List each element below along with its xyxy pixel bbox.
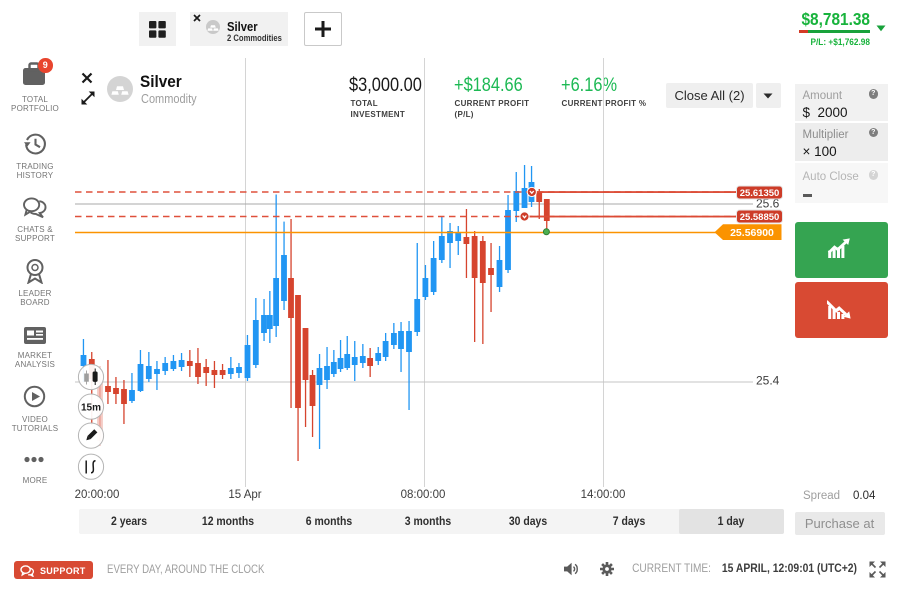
svg-text:15m: 15m	[81, 402, 101, 413]
svg-text:25.58850: 25.58850	[740, 212, 780, 223]
svg-text:25.4: 25.4	[756, 374, 780, 388]
svg-text:25.6: 25.6	[756, 197, 780, 211]
svg-text:25.56900: 25.56900	[730, 227, 774, 239]
svg-text:25.61350: 25.61350	[740, 188, 780, 199]
